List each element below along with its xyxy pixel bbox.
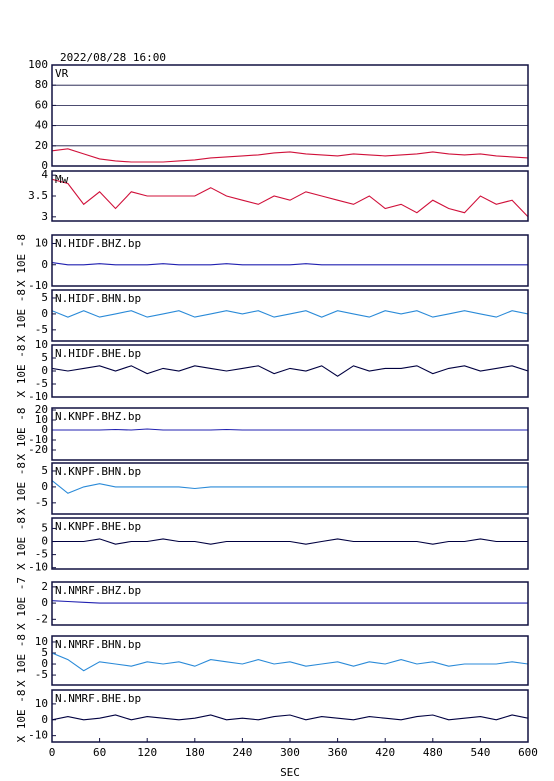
panel-label: N.KNPF.BHN.bp [55,465,141,478]
y-tick-label: 0 [41,258,48,271]
y-tick-label: 5 [41,521,48,534]
panel-frame [51,344,529,398]
waveform [52,310,528,318]
panel-frame [51,64,529,167]
y-tick-label: 0 [41,713,48,726]
y-tick-label: 40 [35,119,48,132]
x-tick-label: 0 [49,746,56,759]
y-tick-label: -10 [28,433,48,446]
panel-frame [51,234,529,287]
y-tick-label: -10 [28,390,48,403]
x-tick-label: 540 [470,746,490,759]
x-tick-label: 420 [375,746,395,759]
y-tick-label: -5 [35,496,48,509]
x-axis-label: SEC [280,766,300,779]
y-tick-label: 0 [41,480,48,493]
y-tick-label: 10 [35,338,48,351]
y-tick-label: 0 [41,596,48,609]
y-axis-label: X 10E -7 [15,577,28,630]
panel-label: Mw [55,173,69,186]
x-tick-label: 360 [328,746,348,759]
waveform [52,148,528,163]
y-tick-label: 20 [35,403,48,416]
y-tick-label: 5 [41,351,48,364]
y-axis-label: X 10E -8 [15,517,28,570]
panel-frame [51,170,529,222]
panel-frame [51,407,529,461]
y-tick-label: 10 [35,237,48,250]
panel-frame [51,289,529,342]
chart-title: 2022/08/28 16:00 [60,51,166,64]
panel-label: N.NMRF.BHZ.bp [55,584,141,597]
y-tick-label: 2 [41,580,48,593]
panel-frame [51,635,529,686]
y-axis-label: X 10E -8 [15,634,28,687]
waveform [52,600,528,604]
y-tick-label: 0 [41,657,48,670]
y-tick-label: 0 [41,535,48,548]
y-tick-label: -2 [35,612,48,625]
waveform [52,428,528,431]
panel-label: N.NMRF.BHN.bp [55,638,141,651]
y-axis-label: X 10E -8 [15,408,28,461]
panel-label: N.KNPF.BHE.bp [55,520,141,533]
y-tick-label: 60 [35,98,48,111]
y-axis-label: X 10E -8 [15,289,28,342]
y-tick-label: -5 [35,377,48,390]
x-tick-label: 480 [423,746,443,759]
y-axis-label: X 10E -8 [15,234,28,287]
y-axis-label: X 10E -8 [15,345,28,398]
y-tick-label: 4 [41,168,48,181]
panel-label: N.HIDF.BHZ.bp [55,237,141,250]
waveform [52,652,528,672]
panel-frame [51,462,529,515]
panel-label: N.HIDF.BHN.bp [55,292,141,305]
y-tick-label: -20 [28,443,48,456]
waveform [52,262,528,266]
panel-label: VR [55,67,69,80]
y-tick-label: 5 [41,291,48,304]
y-tick-label: 20 [35,139,48,152]
y-tick-label: 10 [35,697,48,710]
y-tick-label: 3 [41,210,48,223]
x-tick-label: 120 [137,746,157,759]
y-tick-label: 10 [35,413,48,426]
panel-label: N.HIDF.BHE.bp [55,347,141,360]
y-axis-label: X 10E -8 [15,462,28,515]
panel-label: N.NMRF.BHE.bp [55,692,141,705]
x-tick-label: 600 [518,746,538,759]
y-tick-label: -10 [28,561,48,574]
waveform [52,714,528,721]
y-tick-label: 3.5 [28,189,48,202]
waveform [52,365,528,377]
panel-frame [51,581,529,626]
y-tick-label: 0 [41,423,48,436]
y-tick-label: -5 [35,548,48,561]
x-tick-label: 240 [232,746,252,759]
x-tick-label: 180 [185,746,205,759]
y-tick-label: -5 [35,668,48,681]
y-tick-label: 0 [41,364,48,377]
waveform [52,538,528,545]
y-tick-label: 80 [35,78,48,91]
y-tick-label: 0 [41,159,48,172]
y-tick-label: -10 [28,729,48,742]
y-tick-label: 10 [35,635,48,648]
waveform [52,480,528,494]
y-tick-label: 5 [41,464,48,477]
y-tick-label: 100 [28,58,48,71]
panel-label: N.KNPF.BHZ.bp [55,410,141,423]
y-tick-label: 5 [41,646,48,659]
y-tick-label: -5 [35,323,48,336]
x-tick-label: 300 [280,746,300,759]
y-axis-label: X 10E -8 [15,690,28,743]
panel-frame [51,517,529,570]
waveform [52,178,528,218]
y-tick-label: -10 [28,279,48,292]
y-tick-label: 0 [41,307,48,320]
x-tick-label: 60 [93,746,106,759]
